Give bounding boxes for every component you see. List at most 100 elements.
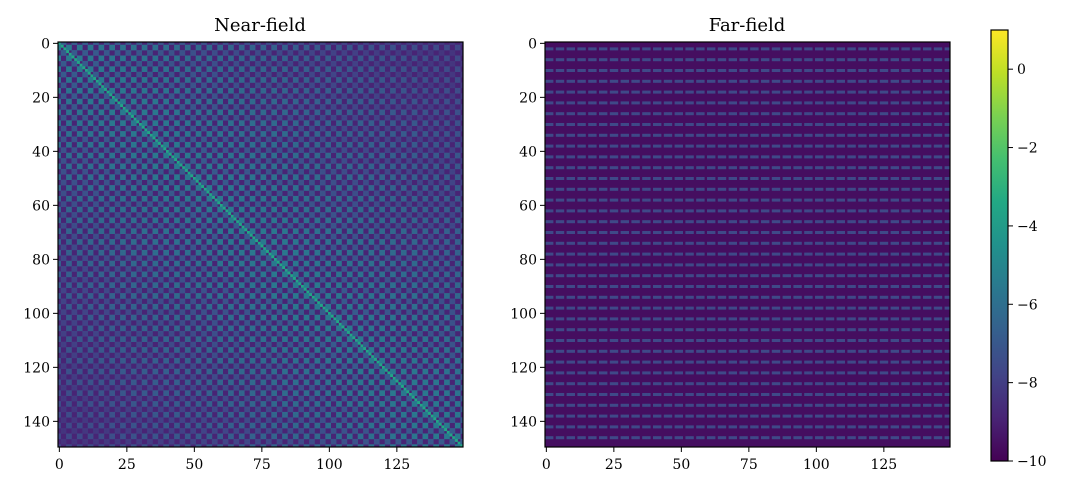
heatmap-cell (222, 42, 226, 45)
heatmap-cell (414, 174, 418, 178)
heatmap-cell (398, 71, 402, 75)
heatmap-cell (298, 117, 302, 121)
heatmap-cell (98, 177, 102, 180)
heatmap-cell (460, 128, 464, 132)
heatmap-cell (247, 50, 250, 54)
heatmap-cell (349, 209, 353, 213)
heatmap-cell (446, 155, 450, 159)
heatmap-cell (284, 112, 288, 116)
heatmap-cell (306, 174, 310, 178)
heatmap-cell (63, 71, 67, 75)
heatmap-cell (149, 106, 153, 110)
heatmap-cell (160, 158, 164, 162)
heatmap-cell (330, 82, 334, 86)
heatmap-cell (71, 158, 75, 162)
heatmap-cell (236, 117, 240, 121)
heatmap-cell (322, 85, 326, 89)
heatmap-cell (238, 209, 242, 213)
heatmap-cell (112, 47, 115, 51)
heatmap-cell (233, 71, 237, 75)
heatmap-cell (365, 42, 369, 45)
heatmap-cell (90, 44, 94, 48)
heatmap-cell (74, 117, 78, 121)
heatmap-cell (430, 160, 434, 164)
heatmap-cell (174, 87, 178, 91)
heatmap-cell (276, 128, 280, 132)
heatmap-cell (376, 147, 380, 151)
heatmap-cell (373, 201, 377, 205)
heatmap-cell (314, 155, 318, 159)
heatmap-cell (225, 201, 229, 205)
heatmap-cell (233, 160, 237, 164)
heatmap-cell (352, 106, 356, 110)
heatmap-cell (98, 58, 102, 62)
heatmap-cell (425, 155, 429, 159)
heatmap-cell (317, 166, 321, 170)
heatmap-cell (276, 71, 280, 75)
heatmap-cell (109, 217, 113, 221)
heatmap-cell (376, 214, 380, 218)
heatmap-cell (117, 71, 121, 75)
heatmap-cell (363, 82, 367, 86)
heatmap-cell (368, 55, 372, 59)
heatmap-cell (292, 47, 296, 51)
heatmap-cell (398, 128, 402, 132)
heatmap-cell (260, 152, 264, 156)
heatmap-cell (71, 106, 75, 110)
heatmap-cell (392, 120, 396, 124)
heatmap-cell (425, 90, 429, 94)
heatmap-cell (187, 112, 191, 116)
heatmap-cell (365, 168, 369, 172)
heatmap-cell (341, 160, 345, 164)
heatmap-cell (400, 87, 404, 91)
heatmap-cell (106, 106, 110, 110)
heatmap-cell (349, 123, 353, 126)
heatmap-cell (238, 152, 242, 156)
heatmap-cell (276, 201, 280, 205)
heatmap-cell (149, 179, 153, 183)
heatmap-cell (166, 87, 169, 91)
heatmap-cell (79, 66, 83, 70)
heatmap-cell (427, 104, 431, 108)
heatmap-cell (276, 136, 280, 140)
heatmap-cell (392, 141, 396, 145)
heatmap-cell (90, 187, 94, 191)
heatmap-cell (190, 201, 194, 205)
heatmap-cell (430, 168, 434, 172)
heatmap-cell (141, 44, 145, 48)
heatmap-cell (90, 120, 94, 124)
heatmap-cell (355, 60, 358, 64)
heatmap-cell (403, 198, 407, 202)
heatmap-cell (184, 187, 188, 191)
heatmap-cell (68, 141, 72, 145)
heatmap-cell (133, 155, 137, 159)
heatmap-cell (109, 206, 113, 210)
heatmap-cell (379, 69, 383, 72)
heatmap-cell (255, 158, 259, 162)
heatmap-cell (390, 152, 394, 156)
heatmap-cell (363, 117, 367, 121)
heatmap-cell (411, 166, 415, 170)
heatmap-cell (301, 147, 304, 151)
heatmap-cell (101, 152, 105, 156)
heatmap-cell (74, 74, 78, 78)
heatmap-cell (163, 123, 167, 126)
heatmap-cell (249, 87, 253, 91)
heatmap-cell (214, 128, 218, 132)
heatmap-cell (357, 198, 361, 202)
heatmap-cell (325, 152, 329, 156)
heatmap-cell (174, 198, 178, 202)
heatmap-cell (112, 163, 115, 167)
heatmap-cell (190, 139, 194, 143)
heatmap-cell (333, 201, 337, 205)
heatmap-cell (79, 155, 83, 159)
heatmap-cell (252, 187, 256, 191)
heatmap-cell (176, 69, 180, 72)
heatmap-cell (171, 136, 175, 140)
heatmap-cell (436, 163, 439, 167)
heatmap-cell (247, 147, 250, 151)
heatmap-cell (446, 58, 450, 62)
heatmap-cell (220, 77, 223, 81)
heatmap-cell (322, 93, 326, 97)
heatmap-cell (290, 114, 294, 118)
